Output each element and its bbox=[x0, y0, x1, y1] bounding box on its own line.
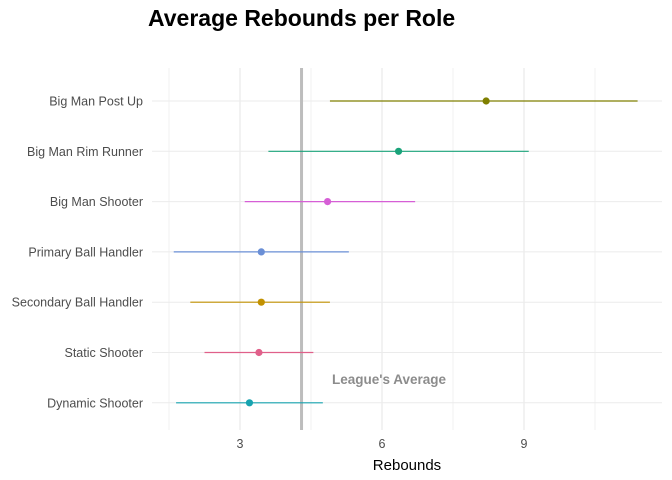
mean-point bbox=[245, 399, 254, 407]
y-tick-label: Secondary Ball Handler bbox=[12, 296, 143, 310]
x-axis-ticks: 3 6 9 bbox=[237, 437, 528, 451]
x-axis-title: Rebounds bbox=[373, 457, 441, 474]
mean-point bbox=[394, 147, 403, 155]
series-layer bbox=[173, 97, 638, 407]
mean-point bbox=[323, 198, 332, 206]
mean-point bbox=[255, 348, 263, 357]
y-tick-label: Dynamic Shooter bbox=[47, 396, 143, 410]
y-tick-label: Primary Ball Handler bbox=[28, 245, 143, 259]
x-tick-label: 6 bbox=[379, 437, 386, 451]
y-tick-label: Big Man Rim Runner bbox=[27, 145, 143, 159]
y-axis-labels: Big Man Post Up Big Man Rim Runner Big Man… bbox=[12, 95, 143, 411]
chart-title: Average Rebounds per Role bbox=[148, 5, 456, 31]
reference-line-label: League's Average bbox=[332, 372, 447, 387]
x-tick-label: 3 bbox=[237, 437, 244, 451]
mean-point bbox=[257, 298, 265, 306]
mean-point bbox=[482, 97, 490, 105]
mean-point bbox=[257, 248, 265, 256]
y-tick-label: Static Shooter bbox=[64, 346, 143, 360]
y-tick-label: Big Man Post Up bbox=[49, 95, 143, 109]
y-tick-label: Big Man Shooter bbox=[50, 195, 143, 209]
x-tick-label: 9 bbox=[521, 437, 528, 451]
